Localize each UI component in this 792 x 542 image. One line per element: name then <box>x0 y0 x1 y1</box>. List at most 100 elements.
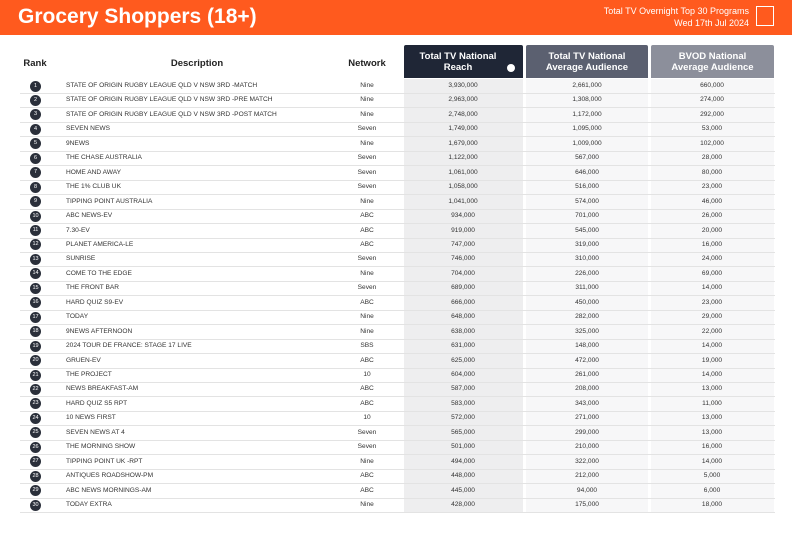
value: 46,000 <box>701 197 723 205</box>
description: ABC NEWS MORNINGS-AM <box>66 486 152 494</box>
description: STATE OF ORIGIN RUGBY LEAGUE QLD V NSW 3… <box>66 96 273 104</box>
column-header: Description <box>170 58 224 69</box>
description: SEVEN NEWS <box>66 125 110 133</box>
value: 919,000 <box>451 226 475 234</box>
network: 10 <box>363 371 371 378</box>
network: Nine <box>360 197 374 205</box>
column-header: Total TV National Average Audience <box>526 45 648 78</box>
network: Nine <box>360 269 374 277</box>
description: TODAY EXTRA <box>66 501 112 509</box>
value: 746,000 <box>451 255 475 263</box>
value: 11,000 <box>702 399 722 407</box>
value: 638,000 <box>451 327 475 335</box>
rank-badge: 16 <box>30 297 41 309</box>
value: 1,009,000 <box>572 139 602 147</box>
value: 450,000 <box>575 298 599 306</box>
value: 648,000 <box>451 313 475 321</box>
sort-icon[interactable] <box>507 63 515 72</box>
rank-badge: 27 <box>30 456 41 468</box>
value: 660,000 <box>700 82 724 89</box>
value: 1,679,000 <box>448 139 478 147</box>
description: SUNRISE <box>66 255 96 263</box>
value: 3,930,000 <box>448 82 478 89</box>
rank-badge: 2 <box>30 94 41 106</box>
network: Nine <box>360 139 374 147</box>
rank-badge: 9 <box>30 196 41 208</box>
value: 1,058,000 <box>448 183 478 191</box>
value: 343,000 <box>575 399 599 407</box>
network: ABC <box>360 385 374 393</box>
row-line <box>20 251 775 253</box>
rank-badge: 5 <box>30 138 41 150</box>
row-line <box>20 454 775 456</box>
network: ABC <box>360 472 374 480</box>
network: ABC <box>360 399 374 407</box>
description: ANTIQUES ROADSHOW-PM <box>66 472 154 480</box>
value: 310,000 <box>575 255 599 263</box>
value: 13,000 <box>701 428 723 436</box>
value: 689,000 <box>451 284 475 292</box>
value: 934,000 <box>451 212 475 220</box>
network: Nine <box>360 327 374 335</box>
description: NEWS BREAKFAST-AM <box>66 385 139 393</box>
rank-badge: 30 <box>30 499 41 511</box>
value: 1,061,000 <box>448 168 478 176</box>
value: 28,000 <box>701 154 723 162</box>
value: 567,000 <box>575 154 599 162</box>
value: 701,000 <box>575 212 599 220</box>
header-text: BVOD National Average Audience <box>671 50 754 73</box>
value: 80,000 <box>701 168 723 176</box>
value: 29,000 <box>701 313 723 321</box>
description: TODAY <box>66 313 89 321</box>
value: 311,000 <box>575 284 599 292</box>
rank-badge: 12 <box>30 239 41 251</box>
row-line <box>20 309 775 311</box>
network: Seven <box>357 125 377 133</box>
description: THE FRONT BAR <box>66 284 119 292</box>
network: Nine <box>360 96 374 104</box>
value: 319,000 <box>575 240 599 248</box>
row-line <box>20 353 775 355</box>
value: 494,000 <box>451 457 475 465</box>
value: 565,000 <box>451 428 475 436</box>
network: Nine <box>360 110 374 118</box>
value: 2,963,000 <box>448 96 478 104</box>
row-line <box>20 150 775 152</box>
row-line <box>20 425 775 427</box>
network: SBS <box>360 342 374 350</box>
value: 23,000 <box>701 298 723 306</box>
value: 604,000 <box>451 371 475 378</box>
network: Nine <box>360 501 374 509</box>
value: 20,000 <box>701 226 723 234</box>
value: 210,000 <box>575 443 599 451</box>
row-line <box>20 396 775 398</box>
rank-badge: 28 <box>30 470 41 482</box>
rank-badge: 21 <box>30 369 41 381</box>
value: 516,000 <box>575 183 599 191</box>
row-line <box>20 324 775 326</box>
description: 9NEWS <box>66 139 90 147</box>
value: 666,000 <box>451 298 475 306</box>
value: 14,000 <box>701 457 723 465</box>
value: 448,000 <box>451 472 475 480</box>
value: 212,000 <box>575 472 599 480</box>
value: 322,000 <box>575 457 599 465</box>
value: 747,000 <box>451 240 475 248</box>
rank-badge: 7 <box>30 167 41 179</box>
network: 10 <box>363 414 371 422</box>
network: ABC <box>360 226 374 234</box>
rank-badge: 8 <box>30 181 41 193</box>
rank-badge: 25 <box>30 427 41 439</box>
value: 472,000 <box>575 356 599 364</box>
logo-icon <box>756 6 774 26</box>
value: 14,000 <box>701 371 723 378</box>
row-line <box>20 338 775 340</box>
header-text: Total TV National Reach <box>419 50 497 73</box>
column-header: BVOD National Average Audience <box>651 45 774 78</box>
rank-badge: 17 <box>30 311 41 323</box>
value: 572,000 <box>451 414 475 422</box>
rank-badge: 14 <box>30 268 41 280</box>
description: 2024 TOUR DE FRANCE: STAGE 17 LIVE <box>66 342 192 350</box>
network: Nine <box>360 457 374 465</box>
